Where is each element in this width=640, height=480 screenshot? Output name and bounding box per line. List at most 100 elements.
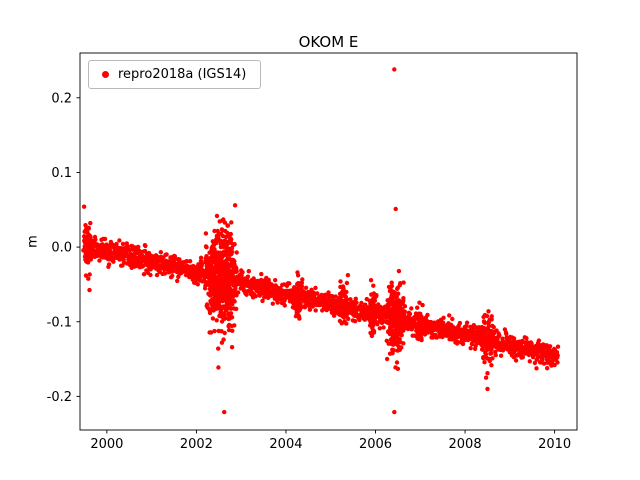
data-point [232,306,237,311]
data-point [529,341,534,346]
data-point [83,223,88,228]
data-point [498,353,504,358]
data-point [226,316,231,322]
data-point [246,269,251,274]
data-point [524,336,529,341]
data-point [218,231,224,236]
data-point [253,294,258,299]
data-point [488,338,494,343]
data-point [348,297,353,302]
data-point [555,353,560,358]
data-point [395,342,400,347]
data-point [460,341,466,347]
data-point [170,273,175,279]
data-point [230,292,236,297]
data-point [211,248,217,253]
data-point [100,242,105,247]
data-point [296,283,301,288]
data-point [484,313,490,319]
legend-marker-icon [102,71,109,78]
data-point [513,358,519,363]
data-point [396,268,402,274]
data-point [217,288,223,293]
data-point [407,311,413,317]
data-point [416,326,422,331]
data-point [84,259,89,264]
data-point [117,238,122,243]
data-point [338,284,343,290]
data-point [207,250,212,255]
data-point [148,272,153,278]
data-point [450,316,455,322]
data-point [493,352,498,358]
data-point [219,227,225,232]
data-point [397,347,402,352]
data-point [393,316,398,321]
data-point [545,366,550,371]
data-point [391,348,397,353]
data-point [354,300,359,305]
data-point [504,331,509,337]
data-point [187,259,193,264]
data-point [211,240,216,245]
data-point [87,256,92,262]
data-point [203,260,208,265]
x-axis: 2000 2002 2004 2006 2008 2010 [90,430,571,452]
data-point [199,261,205,267]
series-points [81,67,561,415]
data-point [392,320,397,325]
legend: repro2018a (IGS14) [88,60,262,89]
data-point [344,307,350,313]
data-point [219,340,225,345]
data-point [275,300,280,305]
data-point [391,334,396,339]
data-point [346,316,351,321]
data-point [398,340,403,345]
data-point [338,297,343,303]
data-point [532,360,538,366]
data-point [371,328,377,334]
data-point [220,239,225,244]
data-point [211,287,216,292]
data-point [389,322,394,328]
data-point [315,291,320,296]
data-point [297,291,302,297]
data-point [489,314,494,319]
data-point [398,308,403,313]
data-point [204,254,209,259]
x-tick-label: 2008 [449,437,482,452]
data-point [387,331,393,337]
data-point [385,298,390,303]
data-point [225,223,231,228]
data-point [483,350,488,356]
data-point [170,269,175,274]
data-point [441,315,446,320]
data-point [482,360,487,365]
data-point [81,204,87,209]
data-point [83,235,89,240]
data-point [399,300,404,305]
data-point [457,320,463,326]
data-point [344,321,349,326]
data-point [162,271,167,276]
data-point [225,256,230,261]
data-point [111,259,116,264]
data-point [386,308,391,313]
data-point [110,242,115,247]
data-point [417,330,423,335]
data-point [214,282,219,287]
data-point [552,362,557,368]
data-point [481,336,486,342]
data-point [520,355,525,360]
data-point [480,347,486,352]
data-point [398,281,403,286]
data-point [345,273,351,278]
data-point [417,314,423,320]
data-point [486,329,492,335]
data-point [420,302,425,308]
data-point [368,330,373,336]
data-point [373,294,379,299]
data-point [415,305,420,310]
data-point [392,409,397,415]
